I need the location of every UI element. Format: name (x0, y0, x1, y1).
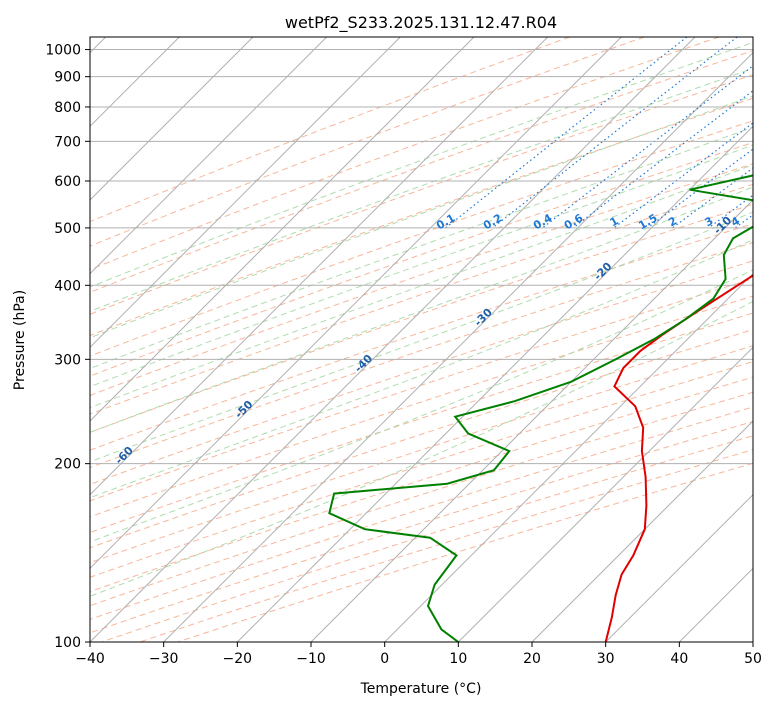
chart-title: wetPf2_S233.2025.131.12.47.R04 (285, 13, 557, 33)
y-tick-label: 200 (54, 457, 81, 473)
y-tick-label: 900 (54, 70, 81, 86)
isotherm-label: -20 (591, 260, 614, 283)
dry-adiabat-line (90, 37, 645, 247)
dry-adiabat-line (177, 462, 753, 642)
mixing-ratio-line (647, 148, 753, 229)
x-tick-label: 50 (744, 651, 762, 667)
dry-adiabat-line (90, 223, 753, 451)
mixing-ratio-line (492, 37, 738, 229)
y-tick-label: 700 (54, 134, 81, 150)
mixing-ratio-line (572, 89, 753, 229)
isotherm-line (236, 125, 753, 642)
x-axis-title: Temperature (°C) (360, 681, 482, 697)
isotherm-line (163, 51, 753, 642)
moist-adiabat-line (90, 186, 753, 433)
isotherm-line (90, 37, 328, 275)
isotherm-line (384, 272, 753, 642)
mixing-ratio-line (445, 37, 688, 229)
dry-adiabat-line (90, 329, 753, 549)
x-tick-label: 20 (523, 651, 541, 667)
mixing-ratio-label: 1 (608, 214, 621, 229)
plot-frame (89, 36, 754, 643)
isotherm-line (605, 493, 753, 642)
dry-adiabat-line (90, 37, 570, 223)
isotherm-line (90, 37, 622, 570)
x-tick-label: −30 (149, 651, 179, 667)
x-tick-label: 0 (380, 651, 389, 667)
mixing-ratio-label: 1.5 (636, 211, 659, 232)
moist-adiabat-line (90, 239, 753, 499)
isotherm-label: -30 (472, 306, 495, 329)
isotherm-line (90, 37, 401, 349)
y-tick-label: 600 (54, 174, 81, 190)
moist-adiabat-line (90, 144, 753, 388)
dry-adiabat-line (90, 376, 753, 593)
pressure-grid (90, 49, 753, 642)
dry-adiabat-line (90, 241, 753, 469)
y-axis-title: Pressure (hPa) (12, 290, 28, 390)
dry-adiabat-line (90, 391, 753, 607)
isotherm-label: -50 (232, 398, 255, 421)
mixing-ratio-label: 0.1 (434, 211, 457, 232)
profiles (328, 174, 753, 642)
dry-adiabat-line (90, 203, 753, 433)
mixing-ratio-label: 0.6 (562, 211, 586, 232)
isoline-labels: 0.1 0.2 0.4 0.6 1 1.5 2 3 4-60-50-40-30-20-10 (113, 211, 743, 467)
isotherm-line (752, 641, 753, 642)
dry-adiabat-line (90, 312, 753, 534)
isotherm-line (90, 37, 549, 496)
dry-adiabat-line (90, 37, 720, 271)
dry-adiabat-line (90, 361, 753, 578)
dry-adiabat-line (90, 120, 753, 357)
isotherm-line (678, 567, 753, 642)
dry-adiabat-line (101, 435, 753, 642)
x-axis: −40 −30 −20 −10 0 10 20 30 40 50 (75, 642, 762, 667)
dry-adiabat-line (90, 50, 753, 293)
temperature-profile-line (604, 274, 753, 642)
moist-adiabat-line (90, 126, 753, 370)
y-tick-label: 500 (54, 221, 81, 237)
dry-adiabat-line (90, 345, 753, 564)
y-tick-label: 800 (54, 100, 81, 116)
moist-adiabat-line (90, 211, 753, 463)
x-tick-label: 30 (597, 651, 615, 667)
dewpoint-profile-line (328, 174, 753, 642)
y-axis: 100 200 300 400 500 600 700 800 900 1000 (45, 43, 90, 651)
moist-adiabat-line (90, 269, 753, 543)
dry-adiabat-line (90, 183, 753, 415)
mixing-ratio-label: 0.4 (531, 211, 555, 232)
x-tick-label: −10 (296, 651, 326, 667)
x-tick-label: −40 (75, 651, 105, 667)
dry-adiabat-line (90, 295, 753, 518)
background-lines (90, 37, 753, 642)
isotherm-line (310, 199, 753, 642)
isotherm-line (90, 37, 254, 201)
isotherm-line (90, 37, 475, 422)
dry-adiabat-line (90, 163, 753, 396)
isotherm-line (457, 346, 753, 642)
moist-adiabat-line (90, 95, 753, 339)
mixing-ratio-label: 2 (666, 214, 679, 229)
dry-adiabat-line (90, 142, 753, 377)
isotherm-line (90, 37, 696, 642)
y-tick-label: 100 (54, 635, 81, 651)
dry-adiabat-line (90, 278, 753, 502)
y-tick-label: 300 (54, 352, 81, 368)
moist-adiabat-line (90, 300, 753, 597)
mixing-ratio-label: 0.2 (481, 211, 504, 232)
x-tick-label: 40 (670, 651, 688, 667)
moist-adiabat-line (90, 164, 753, 409)
mixing-ratio-line (672, 167, 753, 229)
dry-adiabat-line (90, 260, 753, 485)
dry-adiabat-line (90, 97, 753, 337)
dry-adiabat-line (90, 74, 753, 315)
isotherm-line (531, 420, 753, 642)
y-tick-label: 400 (54, 278, 81, 294)
x-tick-label: 10 (449, 651, 467, 667)
x-tick-label: −20 (223, 651, 253, 667)
moist-adiabat-line (90, 67, 753, 312)
y-tick-label: 1000 (45, 43, 81, 59)
